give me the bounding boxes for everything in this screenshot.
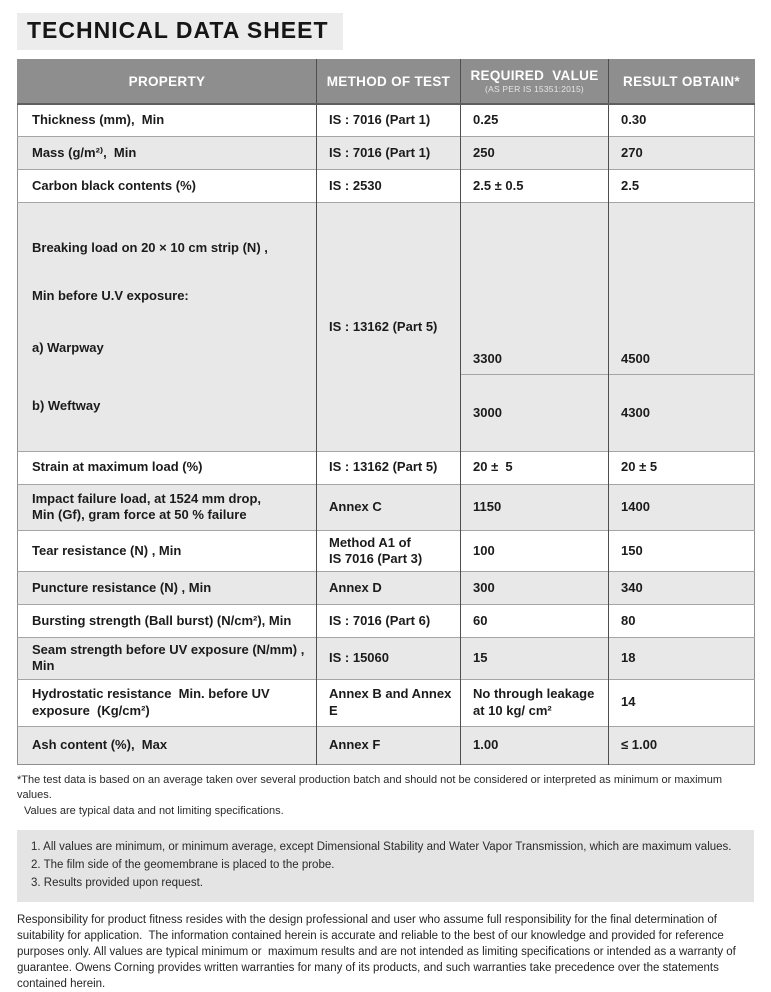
breaking-load-line-weftway: b) Weftway: [32, 397, 101, 413]
property-cell: Thickness (mm), Min: [17, 103, 317, 137]
required-cell: 15: [460, 637, 609, 679]
method-cell: Annex D: [316, 571, 461, 605]
table-row-hydrostatic-resistance: Hydrostatic resistance Min. before UV ex…: [17, 678, 755, 726]
required-cell: 1150: [460, 483, 609, 530]
note-1: 1. All values are minimum, or minimum av…: [31, 841, 732, 854]
table-row-seam-strength: Seam strength before UV exposure (N/mm) …: [17, 637, 755, 679]
required-cell: 0.25: [460, 103, 609, 137]
property-cell: Ash content (%), Max: [17, 725, 317, 764]
result-cell: 270: [608, 136, 755, 170]
property-cell: Carbon black contents (%): [17, 169, 317, 203]
breaking-load-line-warpway: a) Warpway: [32, 340, 104, 355]
table-row-ash-content: Ash content (%), Max Annex F 1.00 ≤ 1.00: [17, 725, 755, 764]
result-cell: 150: [608, 529, 755, 572]
required-cell: 1.00: [460, 725, 609, 764]
technical-data-table: PROPERTY METHOD OF TEST REQUIRED VALUE (…: [17, 59, 755, 765]
table-row-bursting-strength: Bursting strength (Ball burst) (N/cm²), …: [17, 604, 755, 638]
method-cell: IS : 7016 (Part 1): [316, 136, 461, 170]
result-cell: ≤ 1.00: [608, 725, 755, 764]
result-cell: 0.30: [608, 103, 755, 137]
table-row-carbon-black: Carbon black contents (%) IS : 2530 2.5 …: [17, 169, 755, 203]
column-header-property: PROPERTY: [17, 59, 317, 105]
table-row-strain: Strain at maximum load (%) IS : 13162 (P…: [17, 450, 755, 484]
property-cell: Hydrostatic resistance Min. before UV ex…: [17, 678, 317, 726]
method-cell: Annex F: [316, 725, 461, 764]
page-title: TECHNICAL DATA SHEET: [17, 13, 343, 50]
result-cell-warpway: 4500: [608, 201, 755, 375]
property-cell: Impact failure load, at 1524 mm drop, Mi…: [17, 483, 317, 530]
table-row-breaking-load-weftway: 3000 4300: [18, 374, 755, 451]
footnote-line-1: *The test data is based on an average ta…: [17, 773, 723, 802]
method-cell: IS : 13162 (Part 5): [316, 450, 461, 484]
property-cell: Breaking load on 20 × 10 cm strip (N) , …: [17, 202, 317, 451]
property-cell: Bursting strength (Ball burst) (N/cm²), …: [17, 604, 317, 638]
property-cell: Seam strength before UV exposure (N/mm) …: [17, 637, 317, 679]
result-cell-weftway: 4300: [608, 374, 755, 451]
column-header-required: REQUIRED VALUE (AS PER IS 15351:2015): [460, 59, 609, 105]
method-cell: Method A1 of IS 7016 (Part 3): [316, 529, 461, 572]
table-row-impact-failure: Impact failure load, at 1524 mm drop, Mi…: [17, 483, 755, 530]
method-cell: IS : 7016 (Part 1): [316, 103, 461, 137]
result-cell: 80: [608, 604, 755, 638]
property-cell: Tear resistance (N) , Min: [17, 529, 317, 572]
column-header-property-label: PROPERTY: [128, 73, 206, 89]
method-cell: Annex B and Annex E: [316, 678, 461, 726]
table-row-tear-resistance: Tear resistance (N) , Min Method A1 of I…: [17, 529, 755, 572]
required-cell-weftway: 3000: [460, 374, 609, 451]
note-2: 2. The film side of the geomembrane is p…: [31, 859, 335, 872]
column-header-method-label: METHOD OF TEST: [326, 73, 451, 89]
footnote-line-2: Values are typical data and not limiting…: [24, 805, 284, 818]
required-cell: 250: [460, 136, 609, 170]
required-cell: 20 ± 5: [460, 450, 609, 484]
required-cell: 300: [460, 571, 609, 605]
property-cell: Mass (g/m²⁾, Min: [17, 136, 317, 170]
result-cell: 340: [608, 571, 755, 605]
result-cell: 1400: [608, 483, 755, 530]
column-header-required-subtitle: (AS PER IS 15351:2015): [485, 84, 584, 95]
result-cell: 18: [608, 637, 755, 679]
property-cell: Puncture resistance (N) , Min: [17, 571, 317, 605]
technical-data-sheet-page: TECHNICAL DATA SHEET PROPERTY METHOD OF …: [17, 13, 755, 991]
required-cell: 100: [460, 529, 609, 572]
column-header-result: RESULT OBTAIN*: [608, 59, 755, 105]
method-cell: IS : 15060: [316, 637, 461, 679]
column-header-result-label: RESULT OBTAIN*: [623, 73, 740, 89]
table-row-breaking-load-warpway: Breaking load on 20 × 10 cm strip (N) , …: [17, 201, 755, 451]
required-cell: 2.5 ± 0.5: [460, 169, 609, 203]
method-cell: IS : 13162 (Part 5): [316, 202, 461, 451]
column-header-required-label: REQUIRED VALUE: [470, 68, 599, 84]
property-cell: Strain at maximum load (%): [17, 450, 317, 484]
required-cell: 60: [460, 604, 609, 638]
result-cell: 14: [608, 678, 755, 726]
required-cell-warpway: 3300: [460, 201, 609, 375]
responsibility-disclaimer: Responsibility for product fitness resid…: [17, 913, 740, 991]
note-3: 3. Results provided upon request.: [31, 876, 203, 889]
breaking-load-line-2: Min before U.V exposure:: [32, 288, 189, 304]
method-cell: IS : 2530: [316, 169, 461, 203]
breaking-load-line-1: Breaking load on 20 × 10 cm strip (N) ,: [32, 239, 268, 255]
method-cell: IS : 7016 (Part 6): [316, 604, 461, 638]
method-cell: Annex C: [316, 483, 461, 530]
table-header-row: PROPERTY METHOD OF TEST REQUIRED VALUE (…: [17, 59, 755, 105]
result-cell: 20 ± 5: [608, 450, 755, 484]
result-cell: 2.5: [608, 169, 755, 203]
table-row-thickness: Thickness (mm), Min IS : 7016 (Part 1) 0…: [17, 103, 755, 137]
table-row-mass: Mass (g/m²⁾, Min IS : 7016 (Part 1) 250 …: [17, 136, 755, 170]
required-cell: No through leakage at 10 kg/ cm²: [460, 678, 609, 726]
numbered-notes-box: 1. All values are minimum, or minimum av…: [17, 830, 754, 902]
column-header-method: METHOD OF TEST: [316, 59, 461, 105]
table-row-puncture-resistance: Puncture resistance (N) , Min Annex D 30…: [17, 571, 755, 605]
asterisk-footnote: *The test data is based on an average ta…: [17, 773, 754, 821]
